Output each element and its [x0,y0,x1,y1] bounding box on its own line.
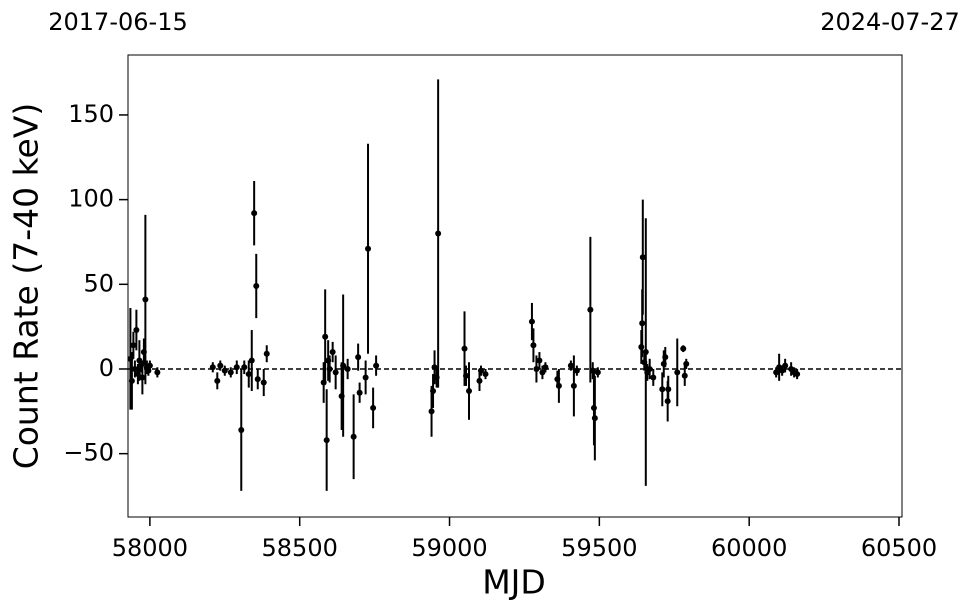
data-point [567,362,574,369]
data-point [536,357,543,364]
data-point [665,386,672,393]
x-tick-label: 59000 [411,534,487,562]
data-point [340,362,347,369]
data-point [428,408,435,415]
y-tick-label: 100 [68,185,114,213]
data-point [650,374,657,381]
data-point [254,376,261,383]
data-point [217,362,224,369]
data-point [642,349,649,356]
data-point [146,362,153,369]
data-point [773,369,780,376]
data-point [323,437,330,444]
y-tick-label: −50 [63,439,114,467]
y-tick-label: 0 [99,354,114,382]
data-point [233,364,240,371]
data-point [260,379,267,386]
top-right-label: 2024-07-27 [820,8,959,36]
data-point [594,369,601,376]
data-point [214,377,221,384]
x-tick-label: 58500 [262,534,338,562]
x-tick-label: 60500 [861,534,937,562]
data-point [477,367,484,374]
x-tick-label: 58000 [112,534,188,562]
top-left-label: 2017-06-15 [48,8,187,36]
data-point [435,230,442,237]
data-point [476,377,483,384]
data-point [356,389,363,396]
data-point [350,433,357,440]
x-tick-label: 59500 [561,534,637,562]
y-tick-label: 50 [83,269,114,297]
y-axis-label: Count Rate (7-40 keV) [7,103,46,470]
data-point [355,354,362,361]
data-point [133,327,140,334]
data-point [482,371,489,378]
data-point [344,365,351,372]
data-point [253,283,260,289]
data-point [683,360,690,367]
data-point [227,369,234,376]
data-point [674,369,681,376]
x-tick-label: 60000 [711,534,787,562]
plot-frame [127,54,903,518]
data-point [680,345,687,352]
data-point [539,369,546,376]
data-point [779,367,786,374]
data-point [139,374,146,381]
data-point [782,362,789,369]
data-point [221,367,228,374]
data-point [466,388,473,394]
data-point [251,210,258,217]
data-point [528,318,535,325]
data-point [329,349,336,356]
data-point [142,296,149,303]
data-point [209,364,216,371]
data-point [128,377,135,384]
data-point [362,374,369,381]
x-axis-label: MJD [482,563,546,602]
data-point [591,415,598,422]
data-point [365,245,372,252]
data-point [370,404,377,411]
data-point [662,354,669,361]
data-point [533,365,540,372]
data-point [326,365,333,372]
data-point [430,388,437,394]
data-point [461,345,468,352]
data-point [659,386,666,393]
data-point [794,371,801,378]
data-point [639,254,646,261]
data-point [241,364,248,371]
data-point [373,362,380,369]
data-point [573,367,580,374]
data-point [570,382,577,389]
data-point [322,333,329,340]
y-tick-label: 150 [68,100,114,128]
data-point [131,365,138,372]
data-point [130,342,137,349]
data-point [332,369,339,376]
data-point [248,357,255,364]
data-point [542,364,549,371]
data-point [555,382,562,389]
data-point [463,372,470,379]
data-point [238,426,245,433]
data-point [681,372,688,379]
data-point [587,306,594,313]
data-point [646,365,653,372]
data-point [639,320,646,327]
data-point [245,371,252,378]
data-point [154,369,161,376]
data-point [530,342,537,349]
data-point [263,350,270,357]
